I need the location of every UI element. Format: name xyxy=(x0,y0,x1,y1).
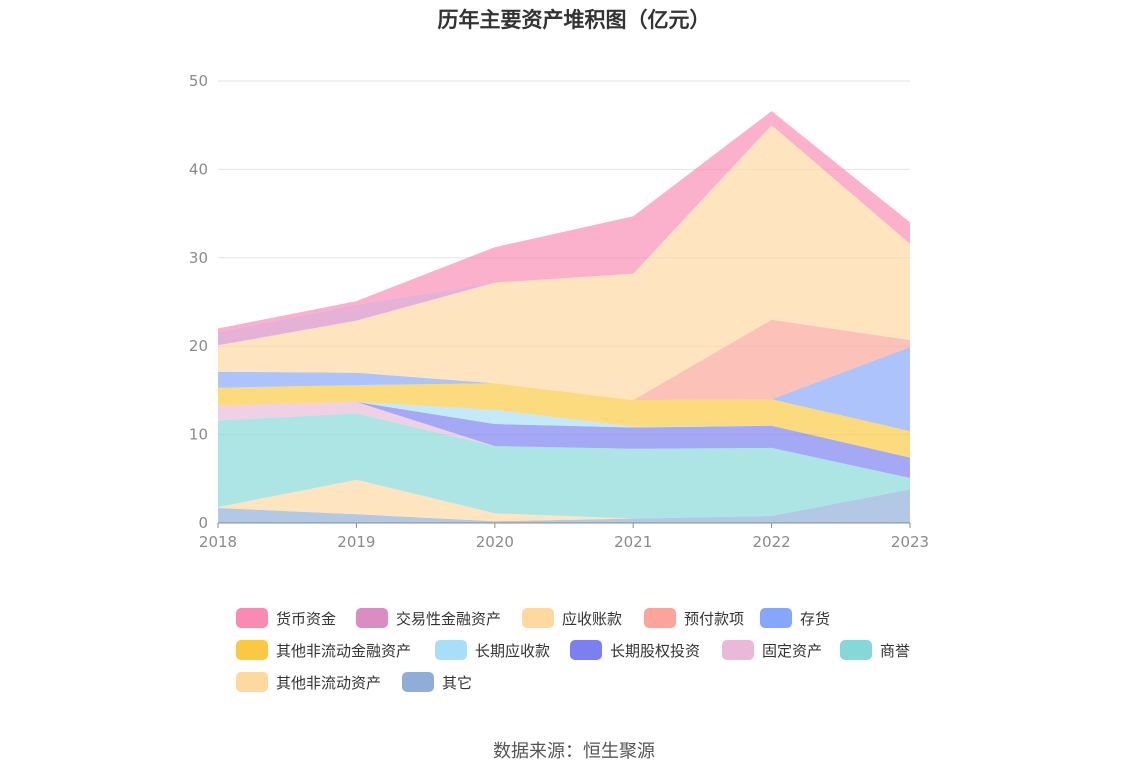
legend-label: 商誉 xyxy=(880,641,911,660)
legend-item[interactable]: 预付款项 xyxy=(644,606,744,630)
legend-label: 长期应收款 xyxy=(475,641,551,660)
legend-item[interactable]: 应收账款 xyxy=(522,606,622,630)
y-tick-label: 50 xyxy=(189,72,208,90)
y-tick-label: 10 xyxy=(189,426,208,444)
legend-label: 固定资产 xyxy=(762,641,823,660)
legend-swatch xyxy=(722,640,754,660)
legend-item[interactable]: 货币资金 xyxy=(236,606,336,630)
legend-item[interactable]: 存货 xyxy=(760,606,830,630)
x-tick-label: 2023 xyxy=(891,533,929,551)
legend-label: 长期股权投资 xyxy=(610,641,701,660)
area-series-长期股权投资 xyxy=(218,401,910,478)
legend-item[interactable]: 固定资产 xyxy=(722,638,822,662)
area-series-其他非流动资产 xyxy=(218,479,910,522)
legend-swatch xyxy=(356,608,388,628)
legend-item[interactable]: 商誉 xyxy=(840,638,910,662)
legend-label: 其它 xyxy=(442,673,473,692)
legend-label: 预付款项 xyxy=(684,609,745,628)
area-series-固定资产 xyxy=(218,401,910,478)
area-series-预付款项 xyxy=(218,319,910,401)
area-series-应收账款 xyxy=(218,125,910,401)
legend-swatch xyxy=(236,608,268,628)
x-tick-label: 2018 xyxy=(199,533,237,551)
legend-label: 存货 xyxy=(800,609,831,628)
legend-swatch xyxy=(236,672,268,692)
legend-swatch xyxy=(402,672,434,692)
legend-swatch xyxy=(570,640,602,660)
area-series-商誉 xyxy=(218,413,910,519)
legend-item[interactable]: 其他非流动金融资产 xyxy=(236,638,411,662)
area-layer xyxy=(218,111,910,523)
legend-label: 交易性金融资产 xyxy=(396,609,502,628)
source-note: 数据来源：恒生聚源 xyxy=(493,741,655,762)
y-tick-label: 40 xyxy=(189,160,208,178)
y-tick-label: 30 xyxy=(189,249,208,267)
legend-label: 其他非流动金融资产 xyxy=(276,641,412,660)
x-tick-label: 2019 xyxy=(337,533,375,551)
legend-item[interactable]: 其他非流动资产 xyxy=(236,670,381,694)
legend-swatch xyxy=(522,608,554,628)
y-tick-label: 0 xyxy=(198,514,208,532)
legend-label: 其他非流动资产 xyxy=(276,673,382,692)
legend-swatch xyxy=(435,640,467,660)
legend-label: 应收账款 xyxy=(562,609,623,628)
legend-item[interactable]: 长期应收款 xyxy=(435,638,550,662)
area-series-其它 xyxy=(218,489,910,523)
legend-label: 货币资金 xyxy=(276,609,337,628)
legend-swatch xyxy=(644,608,676,628)
legend-item[interactable]: 长期股权投资 xyxy=(570,638,700,662)
area-series-其他非流动金融资产 xyxy=(218,383,910,458)
chart-title: 历年主要资产堆积图（亿元） xyxy=(437,8,711,32)
x-tick-label: 2021 xyxy=(614,533,652,551)
legend-swatch xyxy=(840,640,872,660)
legend-swatch xyxy=(236,640,268,660)
area-series-交易性金融资产 xyxy=(218,125,910,346)
y-tick-label: 20 xyxy=(189,337,208,355)
legend-item[interactable]: 其它 xyxy=(402,670,472,694)
legend-swatch xyxy=(760,608,792,628)
axes: 0 10 20 30 40 50 2018 2019 2020 2021 2022 2023 xyxy=(189,72,929,551)
stacked-area-chart: 0 10 20 30 40 50 2018 2019 2020 2021 2022 2023 xyxy=(189,72,929,551)
x-tick-label: 2022 xyxy=(753,533,791,551)
legend-item[interactable]: 交易性金融资产 xyxy=(356,606,501,630)
x-tick-label: 2020 xyxy=(476,533,514,551)
